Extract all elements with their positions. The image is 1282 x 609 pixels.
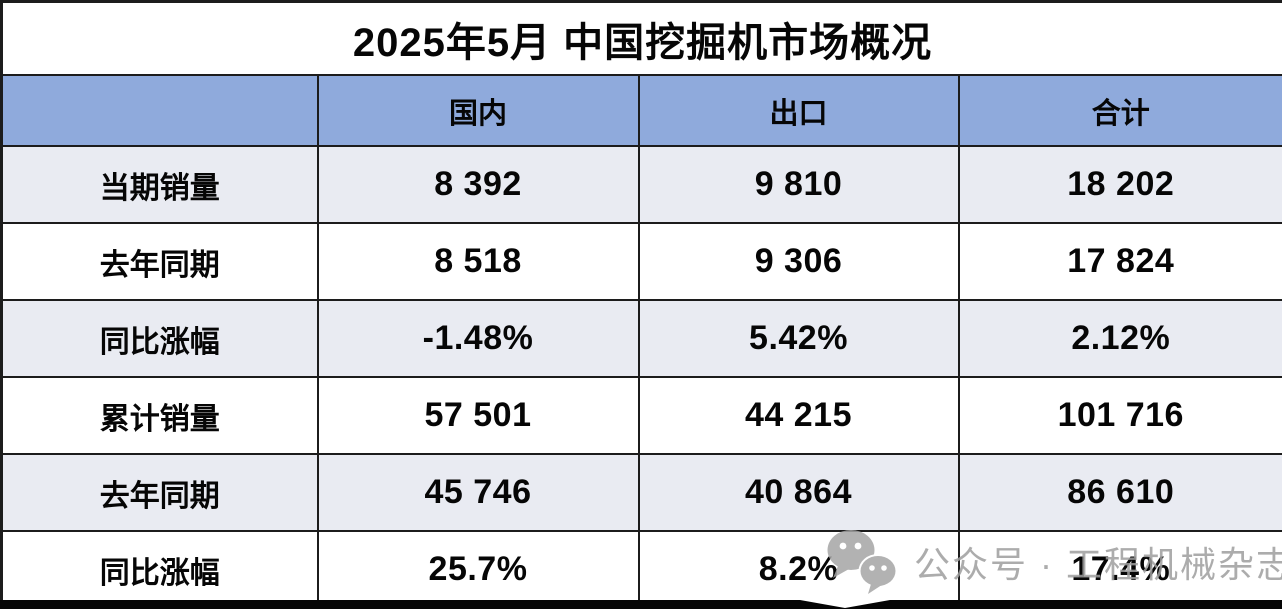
row-label: 去年同期 — [0, 222, 319, 301]
cell-domestic: -1.48% — [316, 299, 640, 378]
table-row-cumulative-sales: 累计销量 57 501 44 215 101 716 — [0, 376, 1282, 455]
row-label: 累计销量 — [0, 376, 319, 455]
cell-export: 9 810 — [637, 145, 960, 224]
bottom-border-bar — [0, 600, 1282, 609]
cell-export: 8.2% — [637, 530, 960, 609]
table-row-cumulative-last-year: 去年同期 45 746 40 864 86 610 — [0, 453, 1282, 532]
header-cell-domestic: 国内 — [316, 74, 640, 147]
table-row-last-year-same-period: 去年同期 8 518 9 306 17 824 — [0, 222, 1282, 301]
cell-total: 18 202 — [957, 145, 1282, 224]
table-row-yoy-change: 同比涨幅 -1.48% 5.42% 2.12% — [0, 299, 1282, 378]
cell-domestic: 57 501 — [316, 376, 640, 455]
cell-total: 17.4% — [957, 530, 1282, 609]
cell-domestic: 45 746 — [316, 453, 640, 532]
cell-domestic: 25.7% — [316, 530, 640, 609]
header-cell-total: 合计 — [957, 74, 1282, 147]
cell-total: 101 716 — [957, 376, 1282, 455]
cell-total: 86 610 — [957, 453, 1282, 532]
cell-export: 5.42% — [637, 299, 960, 378]
cell-total: 17 824 — [957, 222, 1282, 301]
table-row-cumulative-yoy-change: 同比涨幅 25.7% 8.2% 17.4% — [0, 530, 1282, 609]
header-cell-export: 出口 — [637, 74, 960, 147]
title-row: 2025年5月 中国挖掘机市场概况 — [0, 0, 1282, 76]
row-label: 去年同期 — [0, 453, 319, 532]
cell-domestic: 8 518 — [316, 222, 640, 301]
cell-export: 9 306 — [637, 222, 960, 301]
cell-total: 2.12% — [957, 299, 1282, 378]
page-title: 2025年5月 中国挖掘机市场概况 — [0, 0, 1282, 76]
row-label: 同比涨幅 — [0, 299, 319, 378]
table-row-current-sales: 当期销量 8 392 9 810 18 202 — [0, 145, 1282, 224]
cell-export: 44 215 — [637, 376, 960, 455]
row-label: 同比涨幅 — [0, 530, 319, 609]
header-row: 国内 出口 合计 — [0, 74, 1282, 147]
cell-export: 40 864 — [637, 453, 960, 532]
cell-domestic: 8 392 — [316, 145, 640, 224]
row-label: 当期销量 — [0, 145, 319, 224]
header-cell-empty — [0, 74, 319, 147]
bottom-notch-decoration — [800, 600, 890, 608]
